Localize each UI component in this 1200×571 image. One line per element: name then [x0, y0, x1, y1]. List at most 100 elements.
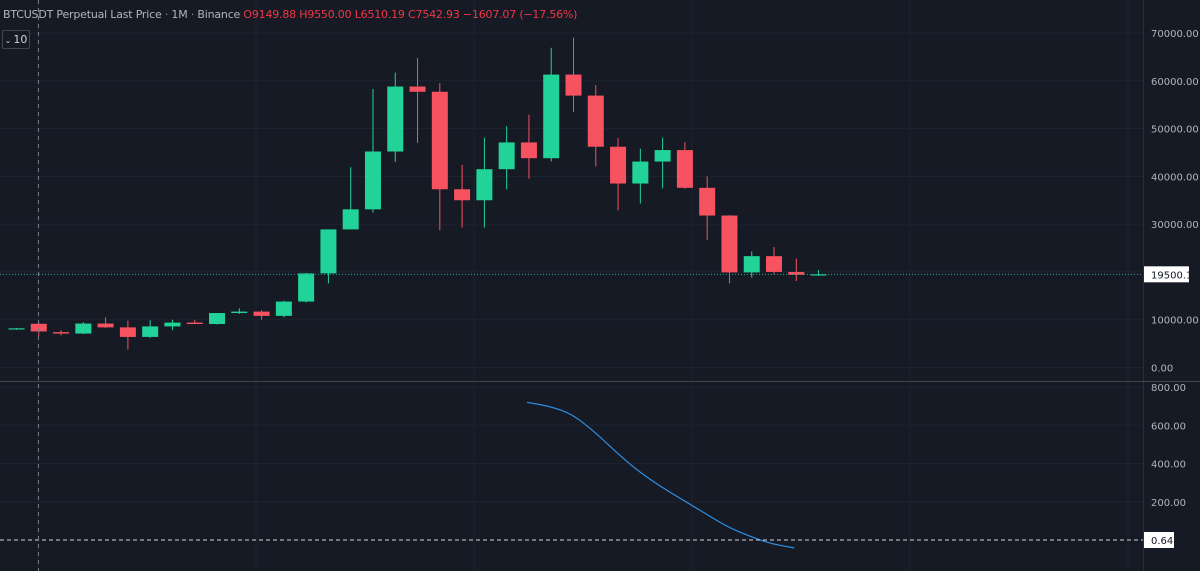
- candle[interactable]: [75, 322, 92, 335]
- candle[interactable]: [364, 88, 381, 213]
- candle[interactable]: [610, 138, 627, 211]
- candle-body-down: [721, 215, 738, 273]
- indicator-last-value-tag: 0.64: [1144, 532, 1174, 548]
- open-value: O9149.88: [243, 8, 296, 21]
- candle[interactable]: [298, 272, 315, 303]
- candle-body-down: [97, 323, 114, 328]
- candle[interactable]: [231, 308, 248, 314]
- candle-body-up: [8, 328, 25, 330]
- candle-body-up: [75, 323, 92, 334]
- symbol-legend: BTCUSDT Perpetual Last Price · 1M · Bina…: [3, 8, 578, 21]
- candle[interactable]: [97, 317, 114, 328]
- candle-body-down: [30, 323, 47, 332]
- candle[interactable]: [142, 320, 159, 338]
- candle[interactable]: [186, 319, 203, 325]
- candle[interactable]: [743, 251, 760, 278]
- candle-body-up: [231, 311, 248, 314]
- candle[interactable]: [342, 167, 359, 230]
- candle[interactable]: [209, 313, 226, 325]
- candle-body-up: [320, 229, 337, 274]
- candle-body-down: [766, 256, 783, 272]
- exchange-label: Binance: [197, 8, 241, 21]
- candle[interactable]: [766, 247, 783, 275]
- candle[interactable]: [498, 126, 515, 190]
- candle-body-down: [587, 95, 604, 147]
- change-value: −1607.07 (−17.56%): [462, 8, 578, 21]
- last-price-tag: 19500.10: [1144, 266, 1199, 283]
- candle[interactable]: [8, 327, 25, 330]
- symbol-name[interactable]: BTCUSDT Perpetual Last Price: [3, 8, 162, 21]
- candle-body-up: [498, 142, 515, 170]
- candle[interactable]: [320, 229, 337, 284]
- candle[interactable]: [53, 330, 70, 336]
- candle[interactable]: [520, 114, 537, 179]
- chevron-down-icon: ⌄: [4, 36, 12, 45]
- candle[interactable]: [275, 300, 292, 318]
- candle-body-down: [699, 187, 716, 216]
- candle[interactable]: [431, 83, 448, 231]
- price-axis-tick: 10000.00: [1151, 316, 1199, 327]
- candle-body-down: [454, 189, 471, 201]
- close-value: C7542.93: [408, 8, 460, 21]
- candle[interactable]: [788, 258, 805, 282]
- candle[interactable]: [476, 137, 493, 228]
- candlestick-series[interactable]: [8, 37, 827, 350]
- price-axis-tick: 30000.00: [1151, 220, 1199, 231]
- indicator-last-value-label: 0.64: [1151, 536, 1173, 547]
- candle-body-down: [520, 142, 537, 159]
- candle[interactable]: [565, 37, 582, 112]
- candle-body-up: [743, 256, 760, 273]
- candle-body-up: [164, 322, 181, 327]
- indicator-axis: 800.00 600.00 400.00 200.00: [1151, 383, 1186, 509]
- candle-body-down: [610, 146, 627, 184]
- grid: [0, 0, 1144, 571]
- candle[interactable]: [253, 310, 270, 320]
- candle-body-up: [142, 326, 159, 337]
- candle-body-up: [364, 151, 381, 210]
- candle-body-up: [298, 273, 315, 302]
- candle-body-up: [632, 161, 649, 184]
- candle-body-up: [810, 274, 827, 276]
- candle-body-up: [543, 74, 560, 159]
- candle[interactable]: [409, 57, 426, 143]
- candle-body-up: [275, 301, 292, 316]
- candle-body-up: [342, 209, 359, 230]
- candle[interactable]: [654, 137, 671, 189]
- candle-body-up: [476, 169, 493, 201]
- collapse-indicators-button[interactable]: ⌄ 10: [2, 30, 30, 49]
- indicator-line: [526, 401, 795, 549]
- candle-body-up: [387, 86, 404, 152]
- price-axis-tick: 50000.00: [1151, 125, 1199, 136]
- candle-body-down: [431, 91, 448, 190]
- indicator-axis-tick: 800.00: [1151, 383, 1186, 394]
- price-axis-tick: 60000.00: [1151, 77, 1199, 88]
- candle[interactable]: [543, 47, 560, 162]
- candle[interactable]: [587, 85, 604, 167]
- candle[interactable]: [699, 176, 716, 240]
- candle[interactable]: [810, 270, 827, 276]
- interval-label[interactable]: 1M: [171, 8, 188, 21]
- candle-body-down: [409, 86, 426, 92]
- candle-body-down: [253, 311, 270, 316]
- candle[interactable]: [454, 164, 471, 228]
- candle-body-down: [53, 332, 70, 334]
- low-value: L6510.19: [354, 8, 405, 21]
- last-price-label: 19500.10: [1151, 270, 1199, 281]
- candle-body-down: [788, 271, 805, 275]
- candle-body-down: [119, 327, 136, 337]
- candle-body-up: [654, 150, 671, 162]
- candle[interactable]: [721, 215, 738, 284]
- candle[interactable]: [632, 148, 649, 204]
- candle[interactable]: [119, 320, 136, 350]
- high-value: H9550.00: [299, 8, 352, 21]
- candle-body-down: [676, 150, 693, 188]
- price-axis: 70000.00 60000.00 50000.00 40000.00 30000.00…: [1151, 29, 1199, 375]
- candle[interactable]: [387, 72, 404, 163]
- price-axis-tick: 40000.00: [1151, 172, 1199, 183]
- candle-body-down: [565, 74, 582, 96]
- price-axis-tick: 0.00: [1151, 364, 1173, 375]
- candle[interactable]: [676, 141, 693, 189]
- price-axis-tick: 70000.00: [1151, 29, 1199, 40]
- candle[interactable]: [164, 319, 181, 331]
